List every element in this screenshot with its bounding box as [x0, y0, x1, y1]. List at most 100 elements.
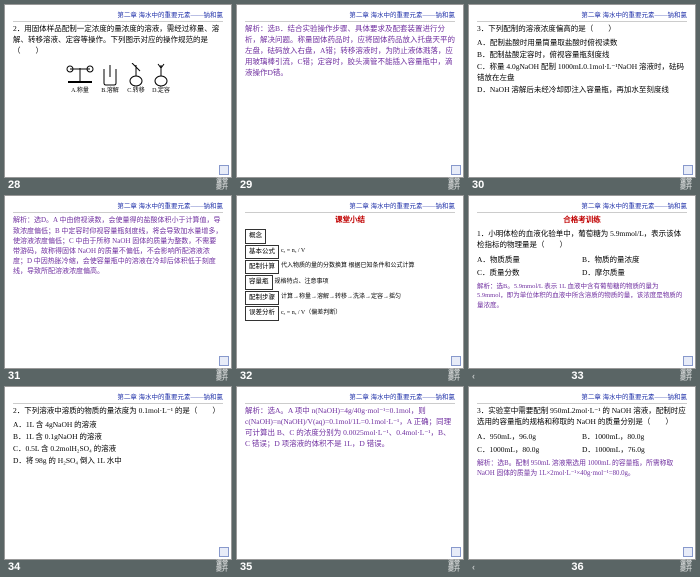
flowchart: 概念 基本公式cₐ = nₐ / V 配制计算代入物质的量的分数换算 根据已知条… — [245, 229, 455, 320]
flow-node: 配制计算 — [245, 260, 279, 274]
page-number-bar: 32 课堂提升 — [236, 369, 464, 382]
corner-logo — [219, 165, 229, 175]
option-b: B．配制盐酸定容时，俯视容量瓶刻度线 — [477, 50, 687, 61]
flow-node: 配制步骤 — [245, 291, 279, 305]
option-d: D．摩尔质量 — [582, 268, 687, 279]
resolu-icon: 课堂提升 — [680, 561, 692, 573]
diagram-label: A.称量 — [71, 87, 89, 96]
diagram-balance: A.称量 — [66, 65, 94, 96]
page-number-bar: 30 课堂提升 — [468, 178, 696, 191]
slide-header: 第二章 海水中的重要元素——钠和氯 — [477, 202, 687, 213]
page-number: 32 — [240, 370, 252, 382]
question-text: 2．下列溶液中溶质的物质的量浓度为 0.1mol·L⁻¹ 的是（ ） — [13, 406, 223, 417]
flow-label: 规格特点、注意事项 — [275, 278, 329, 288]
resolu-icon: 课堂提升 — [448, 370, 460, 382]
flow-label: cₐ = nₐ / V（偏差判断） — [281, 309, 341, 319]
question-text: 2．用固体样品配制一定浓度的量浓度的溶液，需经过称量、溶解、转移溶液、定容等操作… — [13, 24, 223, 57]
apparatus-diagram: A.称量 B.溶解 C.转移 D.定容 — [13, 63, 223, 96]
option-a: A．950mL，96.0g — [477, 432, 582, 443]
slide-header: 第二章 海水中的重要元素——钠和氯 — [245, 11, 455, 22]
resolu-icon: 课堂提升 — [448, 179, 460, 191]
page-number-bar: 35 课堂提升 — [236, 560, 464, 573]
answer-text: 解析：选A。A 项中 n(NaOH)=4g/40g·mol⁻¹=0.1mol，则… — [245, 406, 455, 450]
slide-cell-29: 第二章 海水中的重要元素——钠和氯 解析：选B．结合实验操作步骤、具体要求及配套… — [236, 4, 464, 191]
resolu-icon: 课堂提升 — [216, 179, 228, 191]
flow-label: 代入物质的量的分数换算 根据已知条件和公式计算 — [281, 262, 415, 272]
corner-logo — [451, 356, 461, 366]
page-marker: ‹ — [472, 562, 475, 572]
flask-dilute-icon — [152, 63, 170, 87]
slide-33: 第二章 海水中的重要元素——钠和氯 合格考训练 1．小明体检的血液化验单中，葡萄… — [468, 195, 696, 369]
page-number: 29 — [240, 179, 252, 191]
question-text: 3．实验室中需要配制 950mL2mol·L⁻¹ 的 NaOH 溶液，配制时应选… — [477, 406, 687, 428]
slide-header: 第二章 海水中的重要元素——钠和氯 — [245, 393, 455, 404]
option-a: A．1L 含 4gNaOH 的溶液 — [13, 420, 223, 431]
page-number: 36 — [571, 561, 583, 573]
option-c: C．称量 4.0gNaOH 配制 1000mL0.1mol·L⁻¹NaOH 溶液… — [477, 62, 687, 84]
slide-35: 第二章 海水中的重要元素——钠和氯 解析：选A。A 项中 n(NaOH)=4g/… — [236, 386, 464, 560]
page-number-bar: 34 课堂提升 — [4, 560, 232, 573]
diagram-beaker: B.溶解 — [100, 65, 120, 96]
flow-node: 概念 — [245, 229, 266, 243]
options-list: A．950mL，96.0g B．1000mL，80.0g C．1000mL，80… — [477, 431, 687, 457]
section-title: 合格考训练 — [477, 215, 687, 226]
slide-32: 第二章 海水中的重要元素——钠和氯 课堂小结 概念 基本公式cₐ = nₐ / … — [236, 195, 464, 369]
page-number-bar: 29 课堂提升 — [236, 178, 464, 191]
flow-node: 误差分析 — [245, 306, 279, 320]
slide-30: 第二章 海水中的重要元素——钠和氯 3．下列配制的溶液浓度偏高的是（ ） A．配… — [468, 4, 696, 178]
corner-logo — [219, 547, 229, 557]
corner-logo — [683, 356, 693, 366]
options-list: A．1L 含 4gNaOH 的溶液 B．1L 含 0.1gNaOH 的溶液 C．… — [13, 420, 223, 467]
option-b: B．1L 含 0.1gNaOH 的溶液 — [13, 432, 223, 443]
option-c: C．质量分数 — [477, 268, 582, 279]
page-number: 31 — [8, 370, 20, 382]
corner-logo — [451, 165, 461, 175]
option-b: B．物质的量浓度 — [582, 255, 687, 266]
slide-cell-32: 第二章 海水中的重要元素——钠和氯 课堂小结 概念 基本公式cₐ = nₐ / … — [236, 195, 464, 382]
corner-logo — [219, 356, 229, 366]
slide-header: 第二章 海水中的重要元素——钠和氯 — [477, 393, 687, 404]
flow-node: 基本公式 — [245, 245, 279, 259]
page-number: 33 — [571, 370, 583, 382]
page-number-bar: 28 课堂提升 — [4, 178, 232, 191]
flask-transfer-icon — [126, 63, 146, 87]
slide-28: 第二章 海水中的重要元素——钠和氯 2．用固体样品配制一定浓度的量浓度的溶液，需… — [4, 4, 232, 178]
corner-logo — [683, 165, 693, 175]
option-d: D．NaOH 溶解后未经冷却即注入容量瓶，再加水至刻度线 — [477, 85, 687, 96]
answer-text: 解析：选B。配制 950mL 溶液需选用 1000mL 的容量瓶，所需称取 Na… — [477, 459, 687, 479]
page-number: 34 — [8, 561, 20, 573]
page-marker: ‹ — [472, 371, 475, 381]
resolu-icon: 课堂提升 — [216, 561, 228, 573]
slide-cell-35: 第二章 海水中的重要元素——钠和氯 解析：选A。A 项中 n(NaOH)=4g/… — [236, 386, 464, 573]
page-number-bar: ‹ 33 课堂提升 — [468, 369, 696, 382]
option-a: A．配制盐酸时用量筒量取盐酸时俯视读数 — [477, 38, 687, 49]
answer-text: 解析：选B．结合实验操作步骤、具体要求及配套装置进行分析，解决问题。称量固体药品… — [245, 24, 455, 78]
slide-header: 第二章 海水中的重要元素——钠和氯 — [477, 11, 687, 22]
diagram-label: D.定容 — [152, 87, 170, 96]
flow-node: 容量瓶 — [245, 275, 273, 289]
resolu-icon: 课堂提升 — [680, 179, 692, 191]
question-text: 1．小明体检的血液化验单中，葡萄糖为 5.9mmol/L，表示该体检指标的物理量… — [477, 229, 687, 251]
page-number: 28 — [8, 179, 20, 191]
slide-cell-31: 第二章 海水中的重要元素——钠和氯 解析：选D。A 中由俯视读数，会使量得的盐酸… — [4, 195, 232, 382]
corner-logo — [451, 547, 461, 557]
page-number-bar: ‹ 36 课堂提升 — [468, 560, 696, 573]
slide-29: 第二章 海水中的重要元素——钠和氯 解析：选B．结合实验操作步骤、具体要求及配套… — [236, 4, 464, 178]
diagram-label: C.转移 — [127, 87, 145, 96]
slide-31: 第二章 海水中的重要元素——钠和氯 解析：选D。A 中由俯视读数，会使量得的盐酸… — [4, 195, 232, 369]
answer-text: 解析：选D。A 中由俯视读数，会使量得的盐酸体积小于计算值，导致浓度偏低；B 中… — [13, 215, 223, 276]
slide-cell-33: 第二章 海水中的重要元素——钠和氯 合格考训练 1．小明体检的血液化验单中，葡萄… — [468, 195, 696, 382]
flow-label: cₐ = nₐ / V — [281, 247, 305, 257]
slide-header: 第二章 海水中的重要元素——钠和氯 — [13, 11, 223, 22]
resolu-icon: 课堂提升 — [216, 370, 228, 382]
diagram-transfer: C.转移 — [126, 63, 146, 96]
slide-cell-28: 第二章 海水中的重要元素——钠和氯 2．用固体样品配制一定浓度的量浓度的溶液，需… — [4, 4, 232, 191]
option-d: D．将 98g 的 H₂SO₄ 倒入 1L 水中 — [13, 456, 223, 467]
option-c: C．0.5L 含 0.2molH₂SO₄ 的溶液 — [13, 444, 223, 455]
summary-title: 课堂小结 — [245, 215, 455, 226]
option-a: A．物质质量 — [477, 255, 582, 266]
option-c: C．1000mL，80.0g — [477, 445, 582, 456]
corner-logo — [683, 547, 693, 557]
options-list: A．配制盐酸时用量筒量取盐酸时俯视读数 B．配制盐酸定容时，俯视容量瓶刻度线 C… — [477, 38, 687, 95]
beaker-icon — [100, 65, 120, 87]
